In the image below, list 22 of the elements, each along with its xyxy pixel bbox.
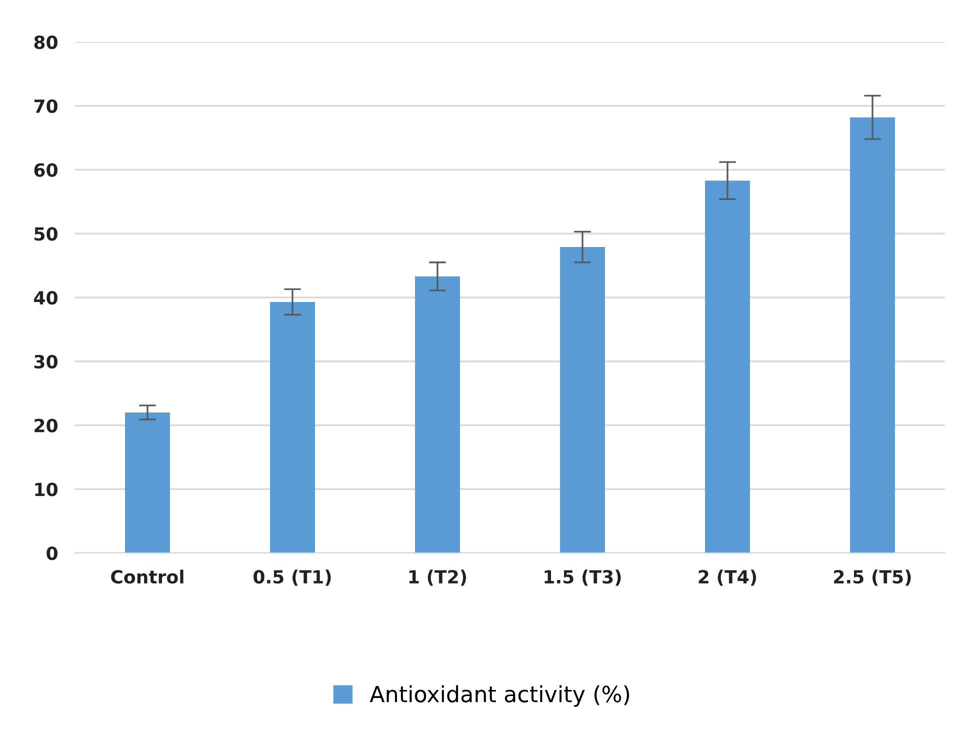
bar xyxy=(850,117,895,553)
x-tick-label: 1.5 (T3) xyxy=(544,570,621,586)
y-tick-label: 70 xyxy=(34,99,58,113)
bar xyxy=(270,302,315,553)
x-tick-label: 2 (T4) xyxy=(698,570,756,586)
bar xyxy=(705,180,750,553)
x-tick-label: 2.5 (T5) xyxy=(834,570,911,586)
y-tick-label: 80 xyxy=(34,35,58,50)
legend-label: Antioxidant activity (%) xyxy=(370,685,630,707)
x-tick-label: 1 (T2) xyxy=(409,570,466,586)
y-tick-label: 20 xyxy=(34,418,58,432)
x-tick-label: 0.5 (T1) xyxy=(254,570,331,586)
bar xyxy=(560,247,605,553)
y-tick-label: 0 xyxy=(46,546,58,560)
y-tick-label: 50 xyxy=(34,227,58,241)
bar xyxy=(125,412,170,553)
bar xyxy=(415,276,460,553)
x-tick-label: Control xyxy=(111,570,184,584)
y-tick-label: 40 xyxy=(34,290,58,305)
y-tick-label: 30 xyxy=(34,354,58,368)
y-tick-label: 10 xyxy=(35,482,58,496)
y-tick-label: 60 xyxy=(34,163,58,177)
